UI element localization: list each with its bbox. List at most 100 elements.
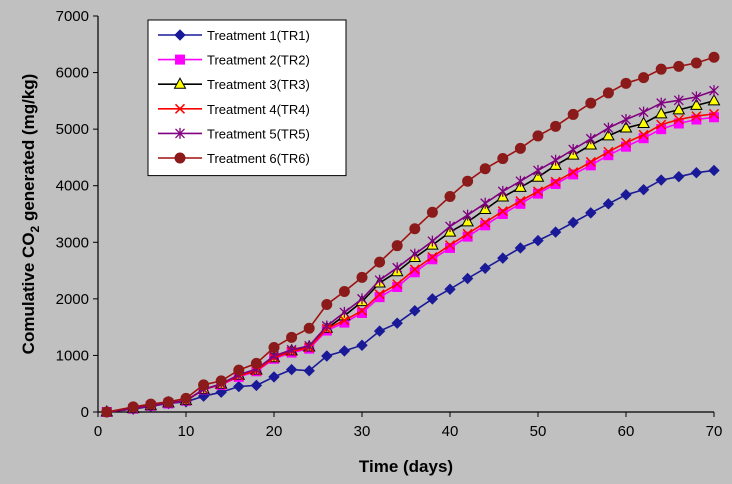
data-point <box>602 128 615 141</box>
data-point <box>708 51 720 63</box>
data-point <box>708 108 720 119</box>
data-point <box>321 299 333 311</box>
legend-swatch-marker <box>174 29 186 41</box>
data-point <box>339 315 350 326</box>
data-point <box>532 130 544 142</box>
data-point <box>567 216 579 229</box>
data-point <box>180 392 192 404</box>
data-point <box>602 198 615 210</box>
series-treatment-6 <box>101 51 720 418</box>
data-point <box>619 120 633 133</box>
data-point <box>708 164 720 177</box>
data-point <box>321 320 332 332</box>
data-point <box>497 153 509 165</box>
data-point <box>515 175 526 187</box>
data-point <box>427 251 438 263</box>
legend-label: Treatment 4(TR4) <box>207 102 310 117</box>
data-point <box>549 226 562 238</box>
x-tick-label: 0 <box>94 423 102 440</box>
data-point <box>462 175 474 187</box>
data-point <box>602 87 614 99</box>
data-point <box>514 142 526 154</box>
data-point <box>497 206 508 217</box>
data-point <box>638 129 649 140</box>
legend-label: Treatment 2(TR2) <box>207 53 310 68</box>
data-point <box>480 197 491 209</box>
data-point <box>409 264 420 275</box>
data-point <box>250 357 262 369</box>
legend-box <box>147 19 347 177</box>
data-point <box>585 133 596 145</box>
data-point <box>673 60 685 72</box>
data-point <box>409 305 421 317</box>
data-point <box>707 93 721 106</box>
data-point <box>392 262 403 274</box>
data-point <box>709 85 719 97</box>
data-point <box>568 167 579 178</box>
data-point <box>479 163 491 175</box>
data-point <box>550 176 561 187</box>
data-point <box>654 106 668 119</box>
data-point <box>585 207 597 219</box>
data-point <box>268 342 280 354</box>
data-point <box>303 322 315 334</box>
data-point <box>673 170 685 183</box>
data-point <box>533 164 543 176</box>
data-point <box>445 220 455 232</box>
y-tick-label: 0 <box>81 404 89 421</box>
data-point <box>391 240 403 252</box>
data-point <box>356 305 368 316</box>
legend-label: Treatment 6(TR6) <box>207 151 310 166</box>
legend-label: Treatment 3(TR3) <box>207 77 310 92</box>
data-point <box>286 344 297 356</box>
data-point <box>356 339 368 351</box>
legend-label: Treatment 5(TR5) <box>207 126 310 141</box>
data-point <box>285 363 298 376</box>
data-point <box>550 154 561 166</box>
data-point <box>691 111 702 122</box>
data-point <box>250 379 263 392</box>
data-point <box>374 292 385 303</box>
data-point <box>497 185 508 197</box>
data-point <box>357 293 367 305</box>
data-point <box>268 371 280 383</box>
data-point <box>690 166 703 179</box>
data-point <box>637 116 650 128</box>
legend-swatch-marker <box>173 77 187 89</box>
data-point <box>391 317 403 329</box>
data-point <box>304 340 315 352</box>
data-point <box>673 114 684 125</box>
data-point <box>374 289 385 300</box>
data-point <box>444 283 456 295</box>
data-point <box>339 306 350 318</box>
data-point <box>655 63 667 75</box>
data-point <box>638 72 650 84</box>
y-tick-label: 6000 <box>56 65 89 82</box>
legend-label: Treatment 1(TR1) <box>207 28 310 43</box>
data-point <box>145 398 157 410</box>
data-point <box>532 186 544 197</box>
data-point <box>444 190 456 202</box>
legend: Treatment 1(TR1) Treatment 2(TR2) Treatmen… <box>147 19 347 177</box>
series-layer <box>100 51 721 418</box>
data-point <box>532 234 544 247</box>
data-point <box>233 380 245 393</box>
y-tick-label: 3000 <box>56 234 89 251</box>
data-point <box>427 235 438 247</box>
data-point <box>550 120 562 132</box>
data-point <box>568 144 579 156</box>
legend-item-5: Treatment 5(TR5) <box>158 126 310 141</box>
data-point <box>426 293 439 305</box>
data-point <box>637 183 650 196</box>
data-point <box>462 209 473 221</box>
data-point <box>620 137 632 148</box>
data-point <box>690 57 702 69</box>
data-point <box>409 248 420 260</box>
legend-item-3: Treatment 3(TR3) <box>158 77 310 92</box>
data-point <box>162 396 174 408</box>
legend-swatch-marker <box>175 127 185 139</box>
x-tick-label: 10 <box>178 423 195 440</box>
data-point <box>497 252 509 264</box>
data-point <box>392 279 403 290</box>
